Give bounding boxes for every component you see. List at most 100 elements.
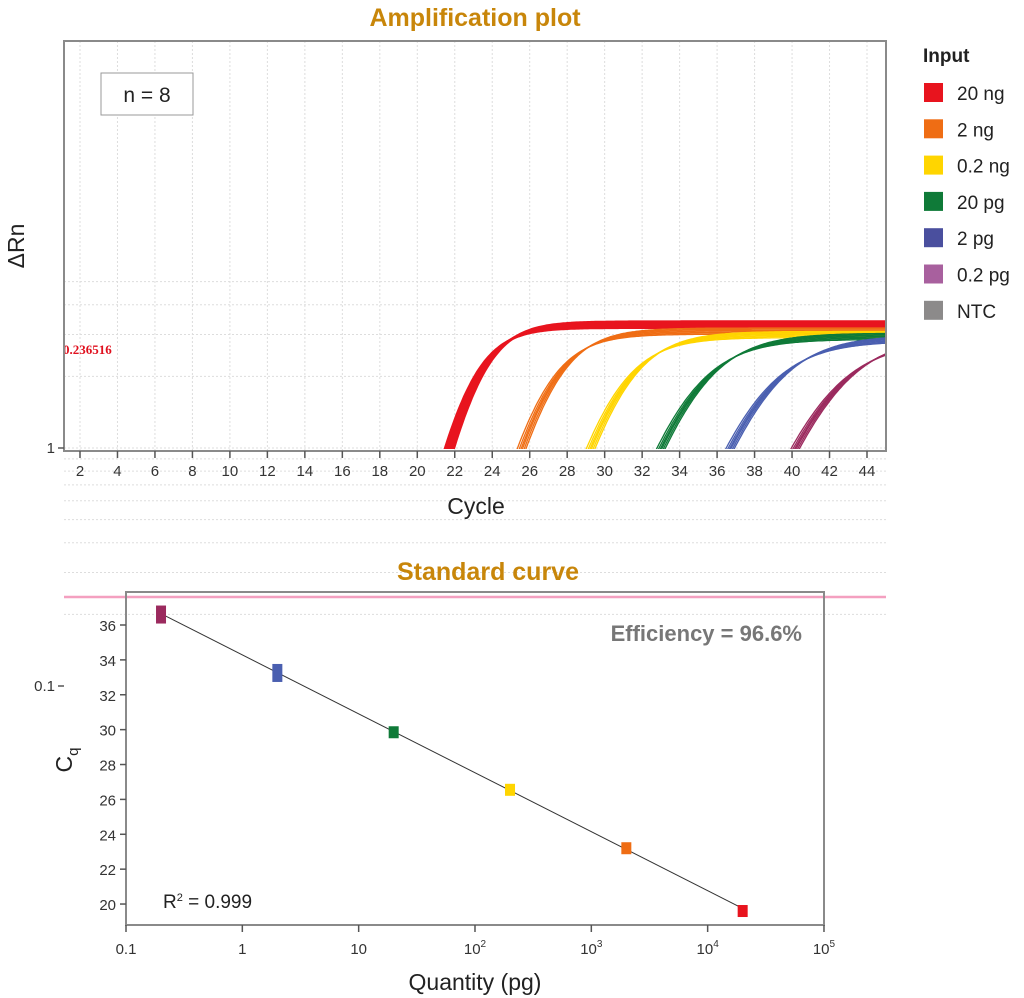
x-tick-label: 1 xyxy=(238,941,246,958)
x-tick-label: 20 xyxy=(409,463,426,480)
x-tick-label: 6 xyxy=(151,463,159,480)
n-annotation: n = 8 xyxy=(123,84,170,107)
y-tick-label: 36 xyxy=(99,618,116,635)
x-tick-label: 105 xyxy=(813,939,836,958)
amp-curve-02pg xyxy=(798,352,886,449)
amp-curve-02ng xyxy=(590,333,886,449)
x-tick-label: 24 xyxy=(484,463,501,480)
x-tick-label: 44 xyxy=(859,463,876,480)
y-tick-label: 34 xyxy=(99,653,116,670)
data-point xyxy=(272,663,283,682)
x-tick-label: 10 xyxy=(222,463,239,480)
fit-line xyxy=(160,613,743,909)
x-axis-label: Quantity (pg) xyxy=(409,969,542,995)
legend-label: 2 ng xyxy=(957,120,994,141)
amp-curve-20pg xyxy=(664,332,886,449)
x-tick-label: 104 xyxy=(697,939,720,958)
legend-label: NTC xyxy=(957,302,996,323)
std-title: Standard curve xyxy=(397,558,579,586)
y-tick-label: 24 xyxy=(99,827,116,844)
data-point xyxy=(156,605,167,624)
amp-curve-20pg xyxy=(657,337,886,449)
amp-curve-2pg xyxy=(727,341,886,449)
y-tick-label: 26 xyxy=(99,792,116,809)
x-tick-label: 28 xyxy=(559,463,576,480)
n-annotation-box xyxy=(100,72,194,116)
x-tick-label: 103 xyxy=(580,939,603,958)
y-tick-label: 0.1 xyxy=(34,678,55,695)
x-tick-label: 32 xyxy=(634,463,651,480)
x-axis-label: Cycle xyxy=(447,493,505,519)
x-tick-label: 30 xyxy=(596,463,613,480)
x-tick-label: 12 xyxy=(259,463,276,480)
amp-curve-2pg xyxy=(731,338,886,449)
x-tick-label: 2 xyxy=(76,463,84,480)
legend-label: 20 ng xyxy=(957,84,1005,105)
x-tick-label: 102 xyxy=(464,939,487,958)
x-tick-label: 16 xyxy=(334,463,351,480)
amp-curve-2ng xyxy=(523,328,886,449)
x-tick-label: 36 xyxy=(709,463,726,480)
y-tick-label: 32 xyxy=(99,688,116,705)
amp-curve-20pg xyxy=(659,336,886,449)
x-tick-label: 40 xyxy=(784,463,801,480)
data-point xyxy=(388,726,399,739)
amp-curve-2pg xyxy=(733,337,886,449)
x-tick-label: 10 xyxy=(350,941,367,958)
data-point xyxy=(737,905,748,918)
data-point xyxy=(621,842,632,855)
r-squared-label: R2 = 0.999 xyxy=(163,892,252,913)
y-tick-label: 1 xyxy=(47,440,55,457)
legend-label: 0.2 pg xyxy=(957,266,1010,287)
amp-curve-2pg xyxy=(728,340,886,449)
x-tick-label: 8 xyxy=(188,463,196,480)
y-tick-label: 30 xyxy=(99,723,116,740)
amp-curve-02pg xyxy=(796,353,886,449)
amp-curve-02ng xyxy=(594,330,886,449)
legend-title: Input xyxy=(923,46,970,67)
legend-swatch xyxy=(924,300,943,320)
x-tick-label: 26 xyxy=(521,463,538,480)
amp-curve-20ng xyxy=(452,320,886,449)
amp-plot-frame xyxy=(63,40,887,452)
legend-swatch xyxy=(924,228,943,248)
legend-swatch xyxy=(924,83,943,102)
amp-curve-2ng xyxy=(520,331,886,449)
x-tick-label: 4 xyxy=(113,463,121,480)
amp-curve-2ng xyxy=(521,329,886,449)
amp-curve-2pg xyxy=(724,342,886,449)
y-tick-label: 22 xyxy=(99,862,116,879)
y-tick-label: 20 xyxy=(99,897,116,914)
amp-title: Amplification plot xyxy=(369,4,581,32)
threshold-label: 0.236516 xyxy=(63,342,112,357)
y-tick-label: 28 xyxy=(99,758,116,775)
x-tick-label: 14 xyxy=(297,463,314,480)
y-axis-label: Cq xyxy=(51,748,82,773)
amp-curve-20pg xyxy=(660,335,886,449)
legend-swatch xyxy=(924,155,943,175)
legend-label: 2 pg xyxy=(957,229,994,250)
legend-swatch xyxy=(924,119,943,139)
efficiency-label: Efficiency = 96.6% xyxy=(611,621,802,646)
legend-label: 20 pg xyxy=(957,193,1005,214)
legend-swatch xyxy=(924,191,943,211)
amp-curve-20pg xyxy=(662,333,886,449)
x-tick-label: 22 xyxy=(446,463,463,480)
amp-curve-2ng xyxy=(518,332,886,449)
y-axis-label: ΔRn xyxy=(3,224,29,269)
legend-swatch xyxy=(924,264,943,284)
amp-curve-20pg xyxy=(655,338,886,449)
x-tick-label: 42 xyxy=(821,463,838,480)
amp-grid xyxy=(64,41,886,615)
amp-curve-02ng xyxy=(592,331,886,449)
amp-curve-2ng xyxy=(525,327,886,449)
amp-curve-2ng xyxy=(516,333,886,449)
amp-curve-02pg xyxy=(790,354,886,449)
x-tick-label: 0.1 xyxy=(116,941,137,958)
amp-curves xyxy=(443,320,886,449)
x-tick-label: 18 xyxy=(371,463,388,480)
legend-label: 0.2 ng xyxy=(957,157,1010,178)
x-tick-label: 34 xyxy=(671,463,688,480)
amp-curve-02pg xyxy=(792,354,886,449)
